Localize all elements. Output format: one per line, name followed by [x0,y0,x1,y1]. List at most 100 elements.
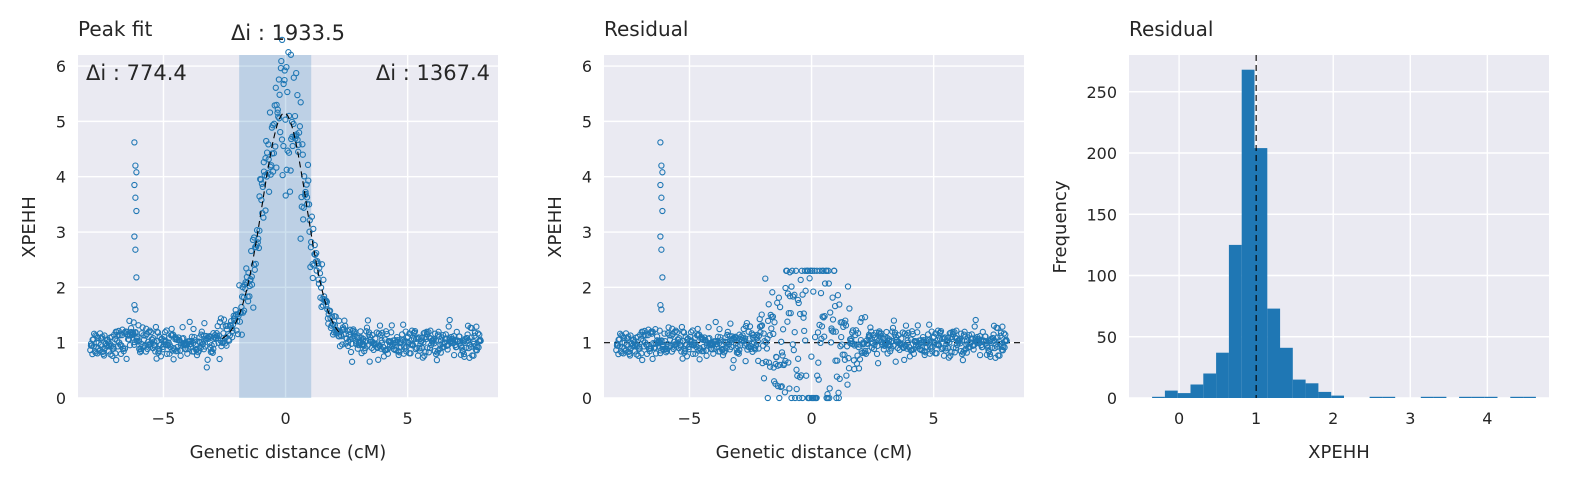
data-point [705,324,712,331]
data-point [658,337,665,344]
x-tick-label: 1 [1251,409,1261,428]
data-point [817,339,824,347]
y-tick-label: 50 [1097,328,1117,347]
data-point [729,364,736,371]
data-point [706,334,713,342]
data-point [694,325,701,333]
data-point [468,334,475,341]
data-point [105,342,113,349]
histogram-bar [1292,379,1306,398]
data-point [742,357,749,365]
data-point [1003,337,1010,344]
data-point [131,139,138,146]
x-tick-label: 0 [1174,409,1184,428]
data-point [712,318,719,326]
data-point [999,323,1006,330]
data-point [968,331,975,338]
data-point [904,337,911,344]
data-point [778,383,785,390]
x-axis-label: Genetic distance (cM) [190,442,387,463]
data-point [220,316,228,323]
data-point [216,355,223,363]
data-point [815,359,822,366]
data-point [123,328,130,335]
data-point [188,333,196,340]
data-point [265,141,272,148]
data-point [228,324,235,332]
y-tick-label: 5 [56,112,66,131]
data-point [937,327,945,335]
data-point [765,359,773,366]
data-point [947,352,954,359]
data-point [657,301,664,309]
data-point [411,327,419,335]
data-point [828,327,835,334]
data-point [794,355,802,362]
data-point [446,316,453,324]
data-point [810,288,817,295]
data-point [716,325,723,333]
data-point [700,347,707,354]
data-point [728,343,735,350]
data-point [829,294,836,301]
data-point [824,391,831,398]
data-point [458,344,465,351]
histogram-bar [1280,347,1293,398]
data-point [933,350,940,357]
data-point [757,329,764,336]
data-point [163,350,171,358]
data-point [460,350,468,358]
y-tick-label: 6 [582,57,592,76]
data-point [971,323,978,330]
data-point [258,196,265,204]
y-tick-label: 1 [56,334,66,353]
histogram-bar [1164,390,1178,398]
y-tick-label: 3 [582,223,592,242]
data-point [952,344,960,352]
data-point [829,316,837,323]
data-point [250,304,257,311]
data-point [658,194,665,201]
data-point [203,364,210,371]
data-point [437,349,444,356]
data-point [270,150,278,157]
data-point [272,143,279,150]
data-point [814,329,822,336]
data-point [764,394,771,402]
data-point [769,289,776,296]
data-point [752,346,759,353]
data-point [315,260,322,267]
data-point [293,69,300,77]
data-point [849,327,857,334]
x-tick-label: 5 [403,409,413,428]
data-point [286,188,294,195]
peak-fit-line [221,112,343,339]
data-point [251,266,258,273]
data-point [778,338,785,345]
x-tick-label: −5 [152,409,176,428]
data-point [174,347,181,354]
data-point [246,293,253,300]
data-point [880,346,887,353]
data-point [746,323,754,330]
data-point [477,337,484,344]
data-point [665,324,672,331]
data-point [320,276,327,283]
data-point [861,314,869,321]
data-point [816,267,823,274]
data-point [838,333,845,341]
data-point [262,155,269,162]
x-tick-label: 4 [1482,409,1492,428]
data-point [132,194,139,201]
data-point [768,325,775,332]
x-axis-label: Genetic distance (cM) [716,442,913,463]
data-point [266,109,274,116]
data-point [743,319,751,327]
panel-residual-scatter: −5 0 5 0 1 2 3 4 5 6 Residual Genetic distance (c… [545,17,1024,463]
annotation-left: Δi : 774.4 [86,61,187,85]
data-point [770,330,777,338]
data-point [754,338,761,345]
y-tick-label: 100 [1086,267,1117,286]
data-point [132,306,139,313]
data-point [945,354,952,361]
